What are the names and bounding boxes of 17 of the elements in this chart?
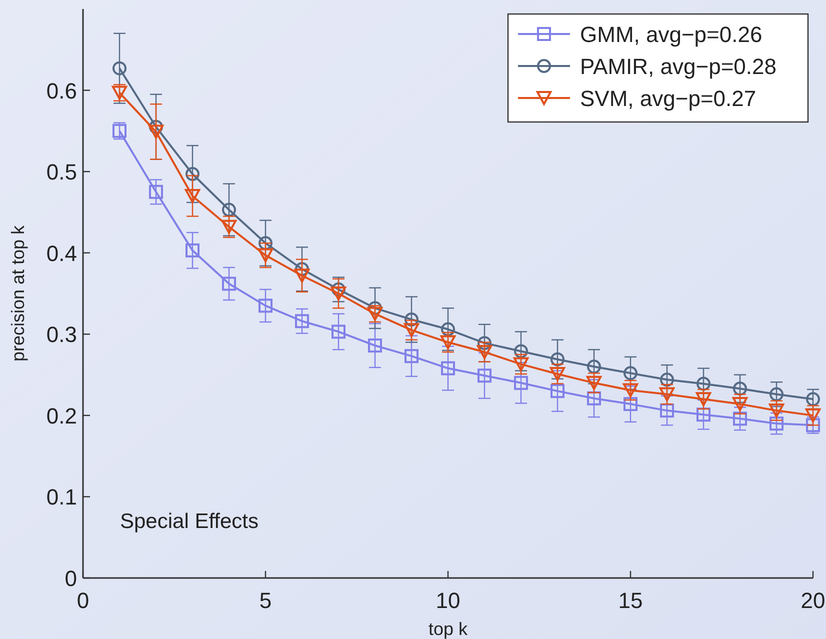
y-tick-label: 0.1: [46, 484, 77, 510]
legend-label: GMM, avg−p=0.26: [580, 22, 762, 47]
x-tick-label: 20: [800, 588, 826, 613]
annotation: Special Effects: [120, 510, 259, 533]
x-axis-title: top k: [428, 619, 469, 639]
x-tick-label: 5: [259, 588, 272, 613]
legend-label: PAMIR, avg−p=0.28: [580, 54, 776, 79]
y-tick-label: 0: [64, 566, 77, 591]
legend-label: SVM, avg−p=0.27: [580, 86, 756, 111]
y-tick-label: 0.4: [46, 240, 77, 266]
y-tick-label: 0.3: [46, 322, 77, 348]
y-tick-label: 0.2: [46, 403, 77, 428]
x-tick-label: 15: [618, 588, 643, 613]
y-tick-label: 0.6: [46, 78, 77, 104]
y-axis-title: precision at top k: [8, 224, 28, 362]
y-tick-label: 0.5: [46, 160, 77, 185]
x-tick-label: 10: [436, 588, 460, 613]
